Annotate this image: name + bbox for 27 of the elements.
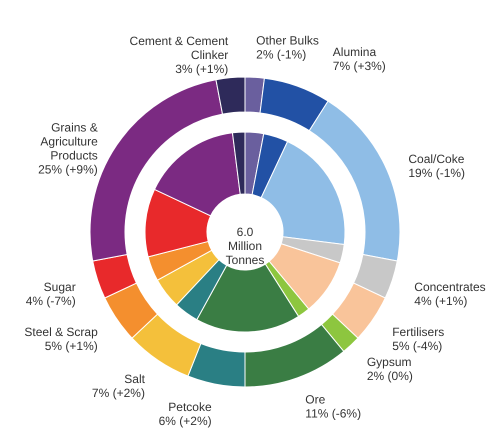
data-label: 6% (+2%) [158, 414, 212, 428]
data-label: 2% (0%) [366, 368, 413, 383]
data-label: 2% (-1%) [256, 47, 306, 62]
data-label: 5% (-4%) [392, 339, 442, 354]
data-label: 25% (+9%) [38, 162, 98, 177]
slice-label: Fertilisers [392, 325, 444, 340]
data-label: 3% (+1%) [175, 62, 228, 76]
slice-label: Alumina [332, 45, 376, 60]
slice-label: Coal/Coke [408, 152, 465, 166]
slice-label: Ore [305, 392, 326, 406]
slice-label: Salt [124, 372, 146, 386]
slice-label: Steel & Scrap [24, 325, 98, 340]
slice-label: Cement & Cement Clinker [130, 34, 229, 62]
data-label: 4% (-7%) [26, 294, 76, 308]
data-label: 5% (+1%) [44, 339, 98, 354]
data-label: 7% (+3%) [332, 59, 386, 74]
text: 6.0 Million Tonnes [226, 225, 264, 267]
slice-label: Concentrates [414, 280, 486, 294]
slice-label: Petcoke [168, 400, 212, 414]
data-label: 7% (+2%) [92, 386, 145, 400]
data-label: 19% (-1%) [408, 166, 466, 180]
slice-label: Other Bulks [256, 33, 319, 48]
slice-label: Sugar [44, 280, 76, 294]
slice-label: Grains & Agriculture Products [40, 120, 98, 163]
data-label: 4% (+1%) [414, 294, 468, 308]
data-label: 11% (-6%) [305, 406, 362, 420]
slice-label: Gypsum [366, 354, 412, 369]
